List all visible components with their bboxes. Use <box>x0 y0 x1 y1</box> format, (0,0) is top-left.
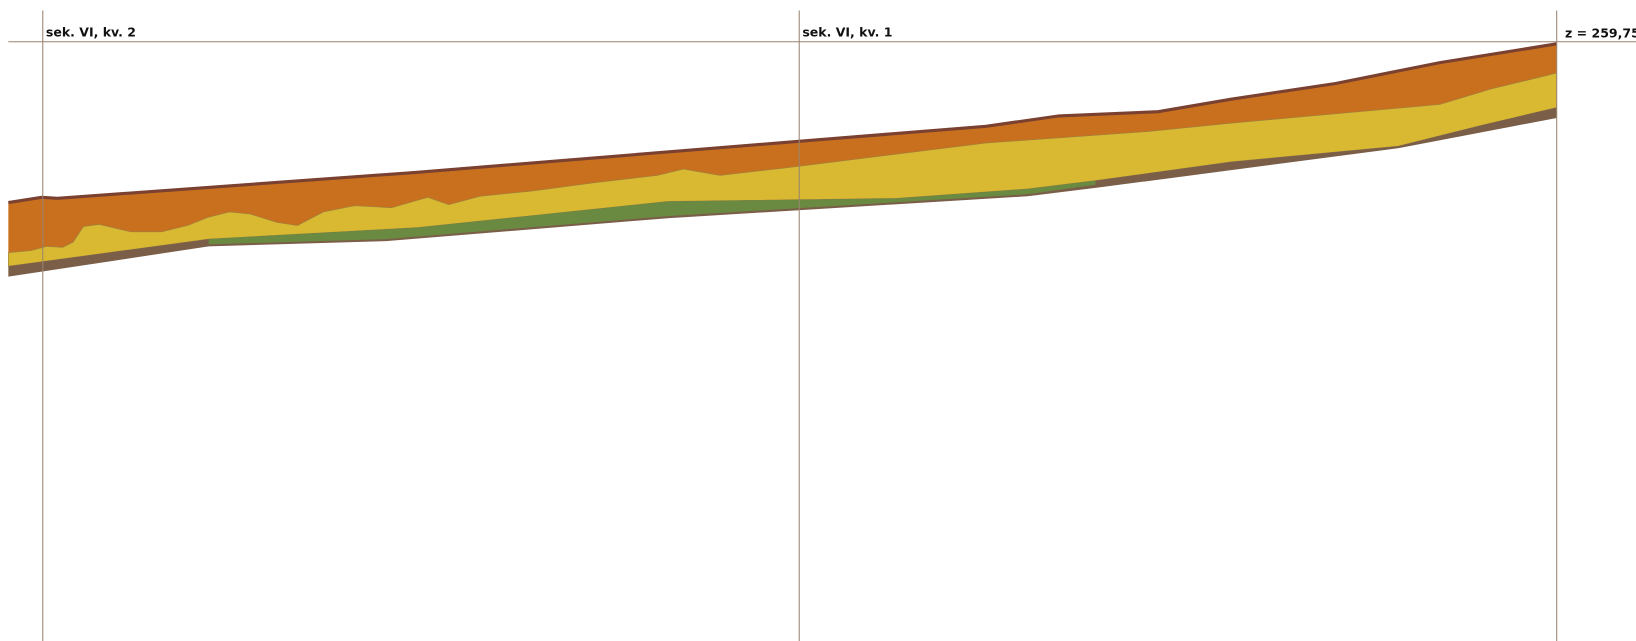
elevation-label: z = 259,75 <box>1565 26 1636 41</box>
section-label: sek. VI, kv. 1 <box>802 25 892 40</box>
section-label: sek. VI, kv. 2 <box>46 25 136 40</box>
top-surface <box>8 42 1557 205</box>
green-layer <box>208 180 1096 245</box>
orange-layer <box>8 43 1557 253</box>
